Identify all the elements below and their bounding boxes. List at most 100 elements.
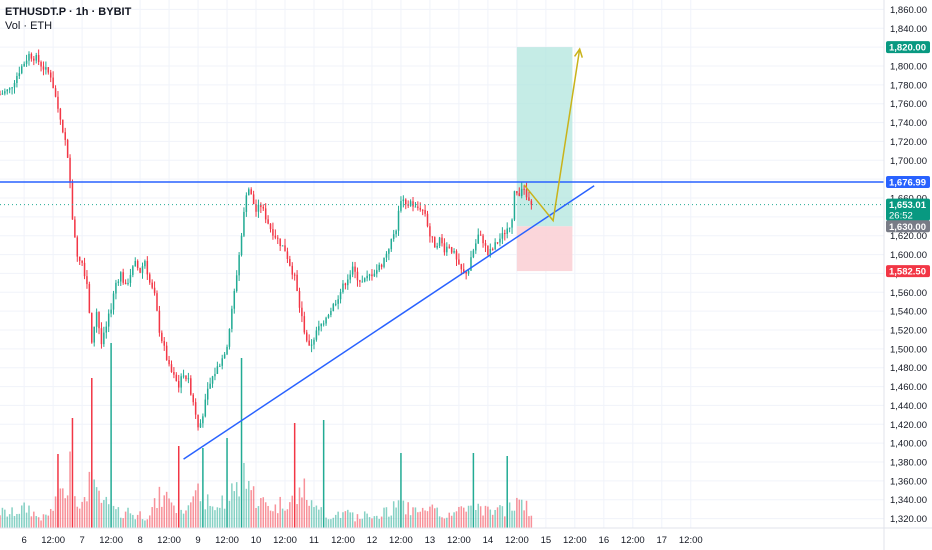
candle-body (223, 354, 226, 359)
volume-bar (177, 446, 180, 528)
volume-bar (66, 495, 69, 528)
candle-body (412, 201, 414, 207)
candle-body (204, 399, 207, 417)
volume-bar (513, 510, 516, 528)
time-tick-label: 12:00 (273, 535, 297, 546)
candle-body (23, 63, 25, 67)
time-tick-label: 16 (599, 535, 610, 546)
candle-body (400, 201, 402, 211)
time-tick-label: 12:00 (215, 535, 239, 546)
volume-bar (156, 508, 158, 528)
volume-bar (69, 451, 71, 528)
candle-body (255, 204, 257, 212)
volume-bar (286, 509, 289, 528)
volume-bar (322, 420, 325, 528)
price-label-target (886, 41, 930, 54)
volume-bar (429, 506, 431, 528)
volume-bar (40, 520, 42, 528)
volume-bar (419, 511, 422, 528)
volume-bar (506, 456, 508, 528)
time-tick-label: 13 (425, 535, 436, 546)
volume-bar (489, 509, 492, 528)
volume-bar (54, 496, 57, 528)
candle-body (501, 233, 504, 239)
candle-body (6, 89, 8, 92)
candle-body (313, 339, 315, 345)
candlesticks (0, 49, 533, 431)
volume-bar (448, 512, 450, 528)
price-tick-label: 1,780.00 (890, 80, 927, 91)
time-tick-label: 17 (657, 535, 668, 546)
volume-bar (446, 517, 448, 528)
volume-bar (349, 512, 351, 528)
candle-body (460, 264, 463, 270)
volume-bar (356, 514, 359, 528)
volume-bar (378, 518, 380, 528)
candle-body (424, 209, 426, 214)
volume-bar (81, 501, 83, 528)
candle-body (450, 247, 453, 253)
candle-body (105, 326, 108, 333)
volume-bar (76, 506, 79, 528)
candle-body (470, 257, 472, 271)
projection-arrowhead (573, 47, 584, 58)
candle-body (206, 388, 209, 400)
volume-bar (530, 515, 533, 528)
time-tick-label: 12:00 (389, 535, 413, 546)
candle-body (16, 76, 18, 84)
volume-bar (37, 517, 40, 528)
candle-body (11, 87, 13, 89)
candle-body (64, 132, 66, 140)
candle-body (303, 316, 306, 333)
volume-bar (395, 507, 397, 528)
price-tick-label: 1,520.00 (890, 326, 927, 337)
candle-body (397, 210, 400, 231)
candle-body (209, 383, 211, 389)
volume-bar (332, 517, 335, 528)
candle-body (385, 253, 388, 258)
candle-body (516, 191, 518, 194)
candle-body (344, 283, 347, 286)
volume-bar (18, 513, 21, 528)
candle-body (35, 55, 37, 61)
candle-body (1, 93, 4, 95)
volume-bar (376, 515, 378, 528)
target-zone (516, 47, 573, 227)
time-tick-label: 12:00 (157, 535, 181, 546)
candle-body (168, 359, 170, 365)
volume-bar (315, 505, 318, 528)
volume-bar (472, 453, 475, 528)
price-label-current-text: 1,653.01 (889, 200, 927, 211)
candle-body (199, 423, 202, 428)
time-tick-label: 15 (541, 535, 552, 546)
price-tick-label: 1,740.00 (890, 118, 927, 129)
candle-body (337, 299, 339, 304)
candle-body (216, 366, 219, 374)
volume-bar (351, 512, 354, 528)
candle-body (368, 274, 371, 276)
candle-body (144, 260, 146, 267)
price-tick-label: 1,700.00 (890, 156, 927, 167)
volume-bar (95, 487, 98, 528)
candle-body (248, 189, 250, 196)
volume-bar (98, 490, 100, 528)
candle-body (441, 237, 443, 244)
candle-body (13, 83, 16, 88)
candle-body (197, 414, 199, 428)
volume-bar (86, 501, 88, 528)
candle-body (228, 328, 231, 347)
candle-body (122, 272, 124, 283)
candle-body (40, 62, 42, 67)
candle-body (42, 66, 45, 70)
candle-body (182, 375, 185, 377)
candle-body (475, 243, 477, 251)
time-tick-label: 12:00 (99, 535, 123, 546)
price-axis[interactable]: 1,320.00 1,340.00 1,360.00 1,380.00 1,400.00… (883, 0, 930, 550)
time-axis[interactable]: 6 12:00 7 12:00 8 12:00 9 12:00 10 12:00 11 12:00 12… (0, 527, 932, 546)
candle-body (175, 374, 178, 382)
volume-bar (296, 504, 298, 528)
price-tick-label: 1,800.00 (890, 62, 927, 73)
volume-bar (262, 497, 265, 528)
volume-bar (467, 505, 470, 528)
